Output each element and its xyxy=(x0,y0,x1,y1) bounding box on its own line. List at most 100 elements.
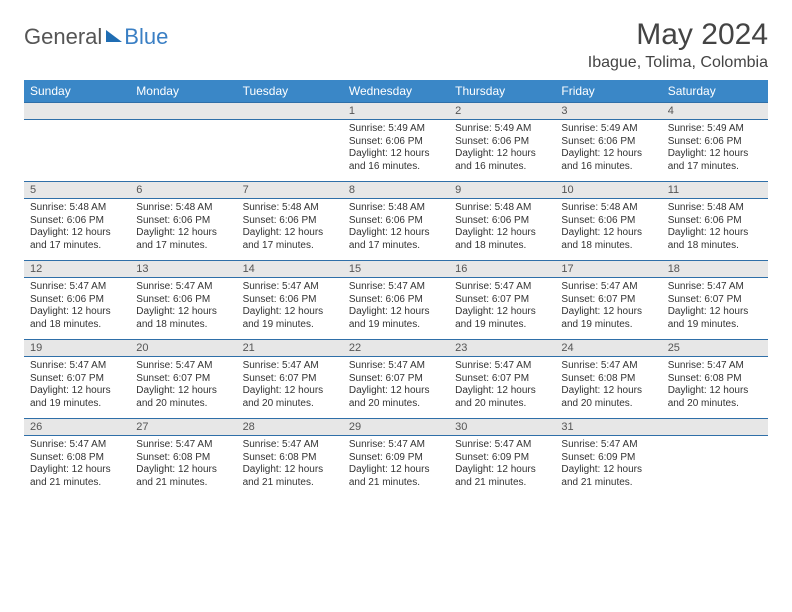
day-content-cell: Sunrise: 5:48 AMSunset: 6:06 PMDaylight:… xyxy=(662,199,768,261)
day-detail-line: and 21 minutes. xyxy=(136,477,230,490)
day-content-cell: Sunrise: 5:47 AMSunset: 6:07 PMDaylight:… xyxy=(662,278,768,340)
day-detail-line: Daylight: 12 hours xyxy=(30,464,124,477)
day-content-row: Sunrise: 5:49 AMSunset: 6:06 PMDaylight:… xyxy=(24,120,768,182)
day-detail-line: Daylight: 12 hours xyxy=(561,464,655,477)
day-number-cell: 20 xyxy=(130,340,236,357)
day-content-cell: Sunrise: 5:47 AMSunset: 6:09 PMDaylight:… xyxy=(343,436,449,498)
day-number-cell: 4 xyxy=(662,103,768,120)
day-detail-line: Daylight: 12 hours xyxy=(455,306,549,319)
day-detail-line: Daylight: 12 hours xyxy=(243,464,337,477)
day-detail-line: Daylight: 12 hours xyxy=(136,227,230,240)
day-number-cell xyxy=(130,103,236,120)
day-detail-line: Sunrise: 5:48 AM xyxy=(136,202,230,215)
day-detail-line: Sunrise: 5:47 AM xyxy=(243,360,337,373)
day-detail-line: and 17 minutes. xyxy=(668,161,762,174)
day-content-cell: Sunrise: 5:48 AMSunset: 6:06 PMDaylight:… xyxy=(237,199,343,261)
day-detail-line: Sunrise: 5:47 AM xyxy=(136,360,230,373)
day-detail-line: Sunset: 6:06 PM xyxy=(561,136,655,149)
day-detail-line: and 20 minutes. xyxy=(668,398,762,411)
day-number-cell: 2 xyxy=(449,103,555,120)
day-detail-line: Sunrise: 5:48 AM xyxy=(349,202,443,215)
day-number-cell: 18 xyxy=(662,261,768,278)
day-detail-line: Sunrise: 5:48 AM xyxy=(455,202,549,215)
day-detail-line: Sunrise: 5:48 AM xyxy=(668,202,762,215)
weekday-header-row: Sunday Monday Tuesday Wednesday Thursday… xyxy=(24,80,768,103)
day-number-row: 262728293031 xyxy=(24,419,768,436)
day-content-row: Sunrise: 5:47 AMSunset: 6:06 PMDaylight:… xyxy=(24,278,768,340)
day-detail-line: Sunset: 6:08 PM xyxy=(30,452,124,465)
day-number-cell xyxy=(237,103,343,120)
day-detail-line: Sunset: 6:06 PM xyxy=(455,215,549,228)
day-detail-line: Sunset: 6:07 PM xyxy=(455,373,549,386)
day-detail-line: Daylight: 12 hours xyxy=(455,385,549,398)
day-detail-line: Sunrise: 5:47 AM xyxy=(349,281,443,294)
day-number-cell xyxy=(24,103,130,120)
day-number-cell: 13 xyxy=(130,261,236,278)
day-detail-line: and 19 minutes. xyxy=(243,319,337,332)
day-detail-line: Daylight: 12 hours xyxy=(668,227,762,240)
day-number-cell: 28 xyxy=(237,419,343,436)
day-detail-line: and 20 minutes. xyxy=(349,398,443,411)
day-number-cell xyxy=(662,419,768,436)
day-content-cell: Sunrise: 5:48 AMSunset: 6:06 PMDaylight:… xyxy=(24,199,130,261)
day-detail-line: Sunset: 6:07 PM xyxy=(455,294,549,307)
day-content-cell: Sunrise: 5:48 AMSunset: 6:06 PMDaylight:… xyxy=(555,199,661,261)
day-number-cell: 30 xyxy=(449,419,555,436)
day-detail-line: Sunset: 6:07 PM xyxy=(136,373,230,386)
day-detail-line: Sunset: 6:06 PM xyxy=(349,215,443,228)
weekday-header: Wednesday xyxy=(343,80,449,103)
day-number-cell: 8 xyxy=(343,182,449,199)
day-detail-line: and 16 minutes. xyxy=(561,161,655,174)
day-content-cell: Sunrise: 5:47 AMSunset: 6:07 PMDaylight:… xyxy=(237,357,343,419)
day-detail-line: Daylight: 12 hours xyxy=(349,227,443,240)
day-detail-line: and 20 minutes. xyxy=(455,398,549,411)
day-detail-line: Daylight: 12 hours xyxy=(455,148,549,161)
day-number-row: 567891011 xyxy=(24,182,768,199)
day-detail-line: Sunset: 6:09 PM xyxy=(561,452,655,465)
day-detail-line: and 18 minutes. xyxy=(668,240,762,253)
day-detail-line: Daylight: 12 hours xyxy=(136,464,230,477)
day-detail-line: Sunrise: 5:49 AM xyxy=(668,123,762,136)
day-content-cell: Sunrise: 5:47 AMSunset: 6:06 PMDaylight:… xyxy=(237,278,343,340)
day-detail-line: Sunset: 6:06 PM xyxy=(349,294,443,307)
day-detail-line: Sunset: 6:06 PM xyxy=(136,215,230,228)
weekday-header: Thursday xyxy=(449,80,555,103)
day-detail-line: Daylight: 12 hours xyxy=(349,385,443,398)
brand-part1: General xyxy=(24,24,102,50)
day-detail-line: Sunset: 6:06 PM xyxy=(30,294,124,307)
day-content-row: Sunrise: 5:48 AMSunset: 6:06 PMDaylight:… xyxy=(24,199,768,261)
day-detail-line: and 16 minutes. xyxy=(455,161,549,174)
day-detail-line: Sunrise: 5:49 AM xyxy=(561,123,655,136)
day-number-cell: 25 xyxy=(662,340,768,357)
weekday-header: Sunday xyxy=(24,80,130,103)
day-content-cell: Sunrise: 5:47 AMSunset: 6:09 PMDaylight:… xyxy=(449,436,555,498)
day-detail-line: and 21 minutes. xyxy=(561,477,655,490)
day-number-cell: 21 xyxy=(237,340,343,357)
day-detail-line: Sunrise: 5:47 AM xyxy=(349,360,443,373)
day-detail-line: and 18 minutes. xyxy=(136,319,230,332)
day-detail-line: and 19 minutes. xyxy=(349,319,443,332)
day-detail-line: Sunrise: 5:47 AM xyxy=(561,281,655,294)
day-detail-line: Sunrise: 5:47 AM xyxy=(455,360,549,373)
day-detail-line: Sunset: 6:08 PM xyxy=(561,373,655,386)
day-number-cell: 7 xyxy=(237,182,343,199)
day-detail-line: Sunset: 6:07 PM xyxy=(30,373,124,386)
day-detail-line: and 20 minutes. xyxy=(243,398,337,411)
day-number-cell: 27 xyxy=(130,419,236,436)
day-detail-line: Sunrise: 5:47 AM xyxy=(136,281,230,294)
day-detail-line: Sunrise: 5:47 AM xyxy=(455,439,549,452)
weekday-header: Monday xyxy=(130,80,236,103)
day-content-cell: Sunrise: 5:47 AMSunset: 6:08 PMDaylight:… xyxy=(662,357,768,419)
day-content-cell: Sunrise: 5:47 AMSunset: 6:08 PMDaylight:… xyxy=(24,436,130,498)
day-detail-line: Sunset: 6:07 PM xyxy=(561,294,655,307)
day-detail-line: Daylight: 12 hours xyxy=(455,464,549,477)
day-number-cell: 5 xyxy=(24,182,130,199)
day-detail-line: Sunset: 6:06 PM xyxy=(668,136,762,149)
day-content-cell: Sunrise: 5:47 AMSunset: 6:06 PMDaylight:… xyxy=(343,278,449,340)
day-detail-line: Daylight: 12 hours xyxy=(136,306,230,319)
day-detail-line: and 19 minutes. xyxy=(30,398,124,411)
day-detail-line: and 20 minutes. xyxy=(136,398,230,411)
day-content-cell: Sunrise: 5:47 AMSunset: 6:06 PMDaylight:… xyxy=(24,278,130,340)
day-number-cell: 24 xyxy=(555,340,661,357)
day-detail-line: Sunset: 6:07 PM xyxy=(349,373,443,386)
